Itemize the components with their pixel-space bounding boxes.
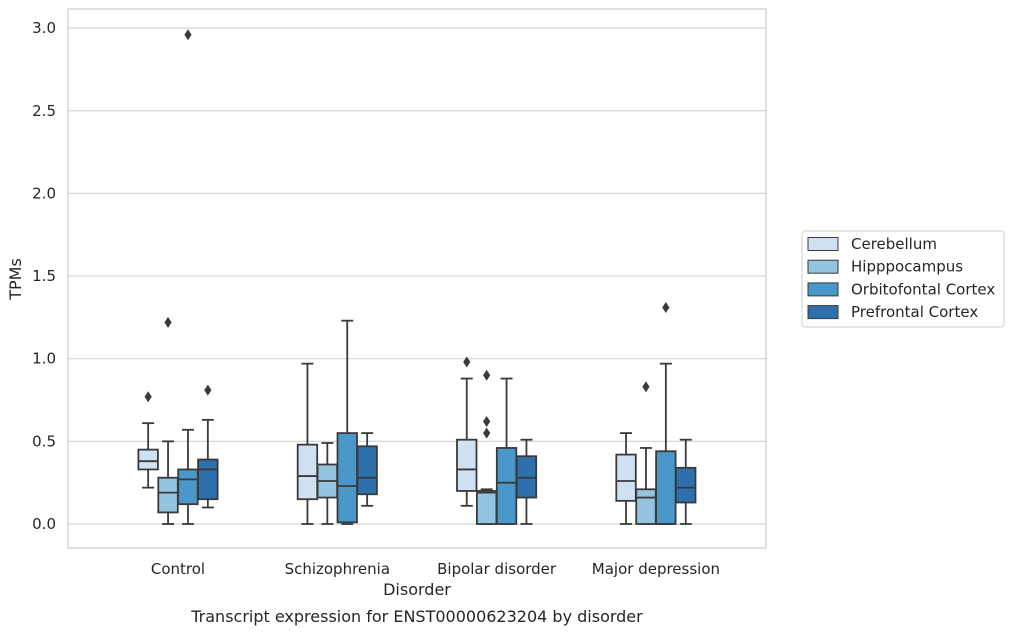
outlier-marker bbox=[144, 391, 152, 403]
box-cerebellum-1 bbox=[296, 362, 319, 525]
box-cerebellum-0 bbox=[137, 391, 159, 489]
outlier-marker bbox=[662, 301, 670, 313]
box-iqr bbox=[615, 453, 637, 502]
x-tick-label: Control bbox=[151, 560, 205, 578]
outlier-marker bbox=[483, 427, 491, 439]
x-tick-label: Major depression bbox=[592, 560, 720, 578]
box-iqr bbox=[336, 432, 358, 524]
legend-items: Cerebellum Hipppocampus Orbitofontal Corte… bbox=[807, 235, 995, 321]
legend: Cerebellum Hipppocampus Orbitofontal Corte… bbox=[801, 230, 1005, 328]
legend-swatch bbox=[807, 282, 839, 297]
y-tick-label: 2.0 bbox=[32, 184, 56, 202]
box-orbitofontal-cortex-3 bbox=[655, 301, 677, 525]
box-iqr bbox=[456, 438, 478, 492]
box-hipppocampus-1 bbox=[316, 442, 339, 525]
box-hipppocampus-0 bbox=[157, 316, 179, 525]
box-iqr bbox=[675, 466, 697, 504]
legend-label: Prefrontal Cortex bbox=[851, 303, 978, 321]
box-iqr bbox=[475, 490, 498, 525]
box-hipppocampus-3 bbox=[635, 381, 657, 525]
legend-label: Cerebellum bbox=[851, 235, 937, 253]
outlier-marker bbox=[204, 384, 212, 396]
box-cerebellum-3 bbox=[615, 432, 637, 525]
box-orbitofontal-cortex-1 bbox=[336, 319, 358, 525]
y-tick-label: 0.5 bbox=[32, 432, 56, 450]
box-prefrontal-cortex-0 bbox=[197, 384, 219, 509]
y-tick-label: 0.0 bbox=[32, 515, 56, 533]
x-tick-label: Bipolar disorder bbox=[437, 560, 557, 578]
box-iqr bbox=[356, 445, 378, 496]
box-prefrontal-cortex-2 bbox=[515, 438, 538, 525]
x-tick-labels: Control Schizophrenia Bipolar disorder Majo… bbox=[151, 560, 720, 578]
plot-area-frame bbox=[67, 8, 767, 549]
box-iqr bbox=[296, 443, 319, 501]
outlier-marker bbox=[483, 369, 491, 381]
x-axis-title: Disorder bbox=[383, 580, 451, 599]
y-tick-label: 3.0 bbox=[32, 19, 56, 37]
box-cerebellum-2 bbox=[456, 356, 478, 507]
y-tick-label: 2.5 bbox=[32, 102, 56, 120]
legend-label: Orbitofontal Cortex bbox=[851, 280, 995, 298]
box-orbitofontal-cortex-2 bbox=[495, 377, 518, 525]
outlier-marker bbox=[184, 29, 192, 41]
legend-swatch bbox=[807, 237, 839, 251]
legend-swatch bbox=[807, 259, 839, 274]
box-iqr bbox=[197, 458, 219, 501]
outlier-marker bbox=[164, 316, 172, 328]
chart-caption: Transcript expression for ENST0000062320… bbox=[190, 607, 643, 626]
box-iqr bbox=[635, 488, 657, 525]
y-axis-title: TPMs bbox=[6, 258, 25, 301]
gridlines bbox=[68, 27, 766, 525]
outlier-marker bbox=[463, 356, 471, 368]
x-tick-label: Schizophrenia bbox=[285, 560, 390, 578]
legend-label: Hipppocampus bbox=[851, 258, 963, 276]
y-tick-label: 1.0 bbox=[32, 350, 56, 368]
y-tick-labels: 0.0 0.5 1.0 1.5 2.0 2.5 3.0 bbox=[32, 19, 56, 533]
box-iqr bbox=[137, 448, 159, 471]
y-tick-label: 1.5 bbox=[32, 267, 56, 285]
legend-swatch bbox=[807, 305, 839, 320]
box-iqr bbox=[157, 476, 179, 514]
box-iqr bbox=[655, 450, 677, 525]
outlier-marker bbox=[483, 416, 491, 428]
box-prefrontal-cortex-1 bbox=[356, 432, 378, 507]
box-prefrontal-cortex-3 bbox=[675, 438, 697, 525]
box-hipppocampus-2 bbox=[475, 369, 498, 525]
box-iqr bbox=[495, 447, 518, 525]
legend-frame bbox=[801, 230, 1005, 328]
box-iqr bbox=[177, 468, 199, 506]
boxes bbox=[137, 29, 697, 525]
outlier-marker bbox=[642, 381, 650, 393]
